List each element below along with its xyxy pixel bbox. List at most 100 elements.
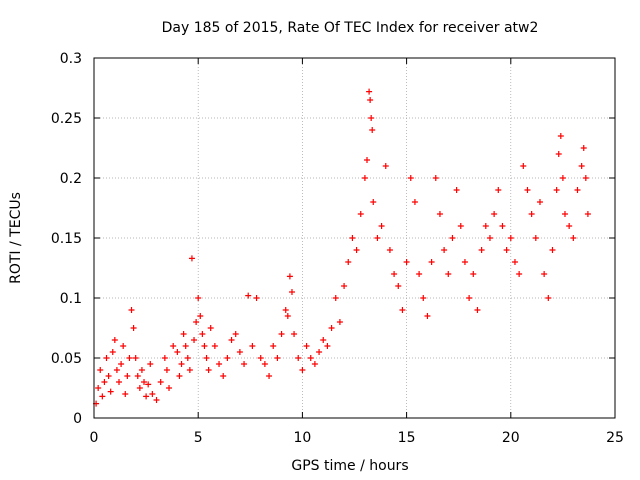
data-point <box>207 325 214 331</box>
data-point <box>224 355 231 361</box>
data-point <box>470 271 477 277</box>
data-point <box>478 247 485 253</box>
data-point <box>561 211 568 217</box>
data-point <box>407 175 414 181</box>
data-point <box>241 361 248 367</box>
y-axis-label: ROTI / TECUs <box>8 192 24 284</box>
data-point <box>153 397 160 403</box>
data-point <box>341 283 348 289</box>
data-point <box>307 355 314 361</box>
data-point <box>132 355 139 361</box>
data-point <box>403 259 410 265</box>
data-point <box>436 211 443 217</box>
data-point <box>557 133 564 139</box>
data-point <box>103 355 110 361</box>
data-point <box>166 385 173 391</box>
data-point <box>163 367 170 373</box>
data-point <box>461 259 468 265</box>
axis-ticks <box>93 57 616 419</box>
data-point <box>582 175 589 181</box>
data-point <box>491 211 498 217</box>
data-point <box>136 385 143 391</box>
y-tick-label: 0.25 <box>51 111 82 127</box>
data-point <box>411 199 418 205</box>
data-point <box>445 271 452 277</box>
data-point <box>474 307 481 313</box>
data-point <box>303 343 310 349</box>
data-point <box>201 343 208 349</box>
data-point <box>97 367 104 373</box>
data-point <box>349 235 356 241</box>
data-point <box>428 259 435 265</box>
data-point <box>126 355 133 361</box>
data-point <box>101 379 108 385</box>
data-point <box>113 367 120 373</box>
data-point <box>138 367 145 373</box>
chart-title: Day 185 of 2015, Rate Of TEC Index for r… <box>162 20 539 36</box>
data-point <box>120 343 127 349</box>
data-point <box>205 367 212 373</box>
data-point <box>499 223 506 229</box>
data-point <box>203 355 210 361</box>
data-point <box>520 163 527 169</box>
data-point <box>253 295 260 301</box>
data-point <box>295 355 302 361</box>
x-tick-label: 15 <box>398 430 416 446</box>
data-point <box>559 175 566 181</box>
data-point <box>147 361 154 367</box>
y-tick-label: 0 <box>73 411 82 427</box>
data-point <box>170 343 177 349</box>
data-point <box>320 337 327 343</box>
data-point <box>118 361 125 367</box>
data-point <box>195 295 202 301</box>
data-point <box>495 187 502 193</box>
data-point <box>570 235 577 241</box>
data-point <box>364 157 371 163</box>
x-tick-label: 20 <box>502 430 520 446</box>
x-tick-label: 25 <box>606 430 624 446</box>
data-point <box>553 187 560 193</box>
tick-labels: 0 5 10 15 20 25 0 0.05 0.1 0.15 0.2 0.25 0.3 <box>51 51 624 446</box>
data-point <box>180 331 187 337</box>
data-point <box>366 88 373 95</box>
data-point <box>524 187 531 193</box>
data-point <box>288 289 295 295</box>
data-point <box>105 373 112 379</box>
data-point <box>584 211 591 217</box>
data-point <box>211 343 218 349</box>
data-point <box>441 247 448 253</box>
data-point <box>482 223 489 229</box>
data-point <box>182 343 189 349</box>
data-point <box>386 247 393 253</box>
data-point <box>232 331 239 337</box>
data-point <box>395 283 402 289</box>
data-point <box>107 388 114 395</box>
data-point <box>291 331 298 337</box>
data-point <box>245 292 252 299</box>
y-tick-label: 0.3 <box>60 51 82 67</box>
data-point <box>145 381 152 388</box>
data-point <box>580 145 587 151</box>
data-point <box>536 199 543 205</box>
data-point <box>357 211 364 217</box>
x-tick-label: 10 <box>293 430 311 446</box>
data-point <box>457 223 464 229</box>
data-point <box>382 163 389 169</box>
data-point <box>311 361 318 367</box>
data-point <box>186 367 193 373</box>
data-point <box>353 247 360 253</box>
data-point <box>193 319 200 325</box>
data-points <box>93 88 591 407</box>
data-point <box>249 343 256 349</box>
data-point <box>282 307 289 313</box>
data-point <box>424 313 431 319</box>
data-point <box>184 355 191 361</box>
data-point <box>367 97 374 103</box>
data-point <box>130 325 137 331</box>
data-point <box>368 115 375 121</box>
y-tick-label: 0.2 <box>60 171 82 187</box>
data-point <box>157 379 164 385</box>
data-point <box>486 235 493 241</box>
